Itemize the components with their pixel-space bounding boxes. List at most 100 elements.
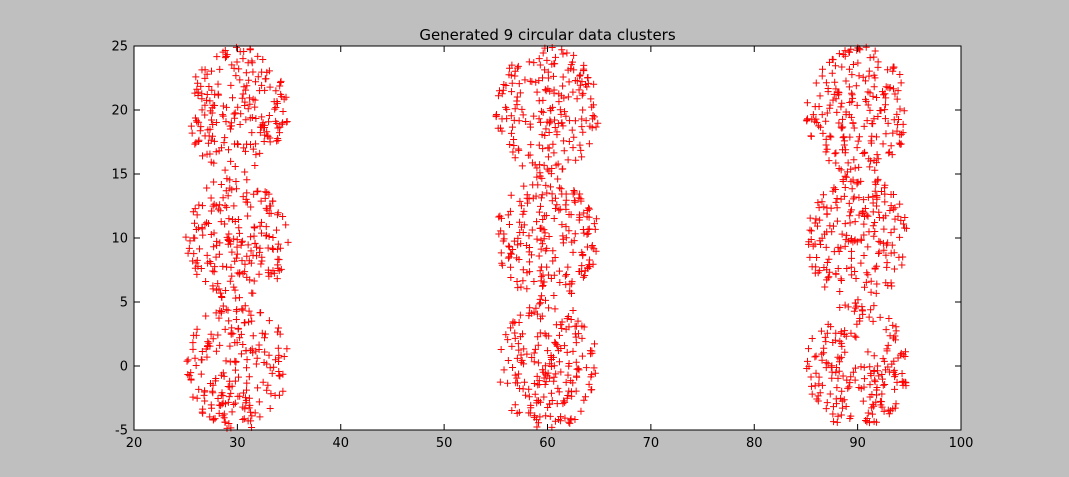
data-point — [555, 98, 563, 106]
data-point — [280, 352, 288, 360]
data-point — [890, 249, 898, 257]
data-point — [228, 122, 236, 130]
data-point — [275, 351, 283, 359]
data-point — [263, 386, 271, 394]
data-point — [841, 220, 849, 228]
data-point — [834, 374, 842, 382]
data-point — [556, 358, 564, 366]
data-point — [833, 108, 841, 116]
data-point — [519, 330, 527, 338]
data-point — [580, 209, 588, 217]
data-point — [229, 330, 237, 338]
data-point — [267, 209, 275, 217]
data-point — [216, 201, 224, 209]
data-point — [820, 203, 828, 211]
data-point — [192, 362, 200, 370]
data-point — [252, 78, 260, 86]
data-point — [513, 374, 521, 382]
data-point — [891, 385, 899, 393]
data-point — [260, 359, 268, 367]
data-point — [846, 133, 854, 141]
data-point — [842, 332, 850, 340]
data-point — [554, 384, 562, 392]
data-point — [244, 212, 252, 220]
data-point — [558, 221, 566, 229]
data-point — [549, 140, 557, 148]
data-point — [815, 380, 823, 388]
data-point — [508, 407, 516, 415]
data-point — [576, 190, 584, 198]
data-point — [236, 334, 244, 342]
data-point — [507, 112, 515, 120]
data-point — [264, 381, 272, 389]
data-point — [283, 118, 291, 126]
data-point — [580, 323, 588, 331]
data-point — [873, 280, 881, 288]
data-point — [550, 271, 558, 279]
data-point — [544, 74, 552, 82]
data-point — [534, 333, 542, 341]
data-point — [511, 105, 519, 113]
data-point — [229, 94, 237, 102]
data-point — [218, 389, 226, 397]
data-point — [218, 294, 226, 302]
data-point — [550, 116, 558, 124]
data-point — [509, 318, 517, 326]
data-point — [872, 133, 880, 141]
data-point — [508, 88, 516, 96]
data-point — [878, 88, 886, 96]
data-point — [251, 162, 259, 170]
data-point — [886, 368, 894, 376]
data-point — [585, 380, 593, 388]
data-point — [858, 303, 866, 311]
data-point — [860, 220, 868, 228]
data-point — [258, 218, 266, 226]
data-point — [249, 289, 257, 297]
data-point — [815, 122, 823, 130]
data-point — [534, 341, 542, 349]
data-point — [225, 393, 233, 401]
data-point — [216, 207, 224, 215]
data-point — [214, 280, 222, 288]
data-point — [543, 56, 551, 64]
data-point — [578, 352, 586, 360]
data-point — [517, 240, 525, 248]
data-point — [578, 248, 586, 256]
data-point — [239, 416, 247, 424]
data-point — [834, 264, 842, 272]
data-point — [852, 275, 860, 283]
data-point — [847, 263, 855, 271]
data-point — [226, 377, 234, 385]
y-tick-label: -5 — [115, 424, 128, 439]
data-point — [854, 137, 862, 145]
data-point — [579, 106, 587, 114]
data-point — [823, 329, 831, 337]
data-point — [194, 224, 202, 232]
data-point — [219, 392, 227, 400]
data-point — [875, 213, 883, 221]
data-point — [583, 230, 591, 238]
data-point — [875, 372, 883, 380]
data-point — [586, 256, 594, 264]
data-point — [826, 390, 834, 398]
data-point — [848, 71, 856, 79]
data-point — [561, 108, 569, 116]
data-point — [584, 230, 592, 238]
data-point — [563, 394, 571, 402]
data-point — [874, 155, 882, 163]
data-point — [811, 382, 819, 390]
data-point — [522, 391, 530, 399]
data-point — [874, 177, 882, 185]
data-point — [851, 364, 859, 372]
data-point — [556, 278, 564, 286]
data-point — [550, 377, 558, 385]
data-point — [581, 267, 589, 275]
data-point — [234, 140, 242, 148]
data-point — [521, 76, 529, 84]
data-point — [197, 370, 205, 378]
data-point — [234, 215, 242, 223]
data-point — [567, 316, 575, 324]
data-point — [821, 283, 829, 291]
data-point — [806, 253, 814, 261]
cluster-8 — [805, 172, 910, 304]
